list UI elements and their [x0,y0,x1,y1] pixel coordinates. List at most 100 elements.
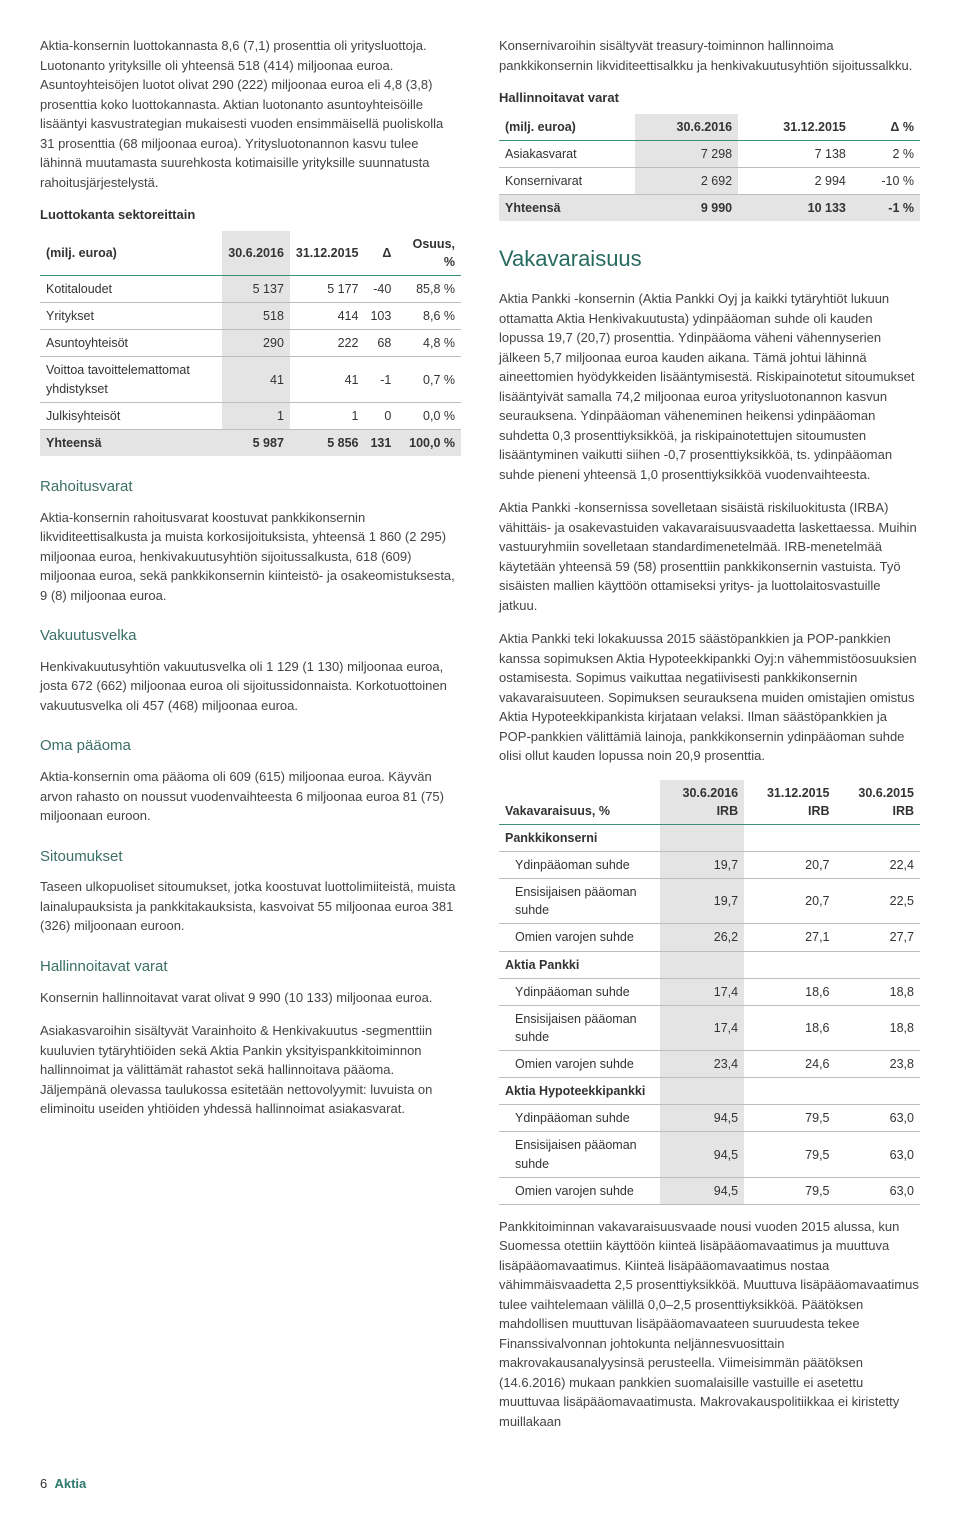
cell: Ensisijaisen pääoman suhde [499,1005,660,1050]
col-h: 31.12.2015 [738,114,852,141]
cell: 41 [222,357,290,402]
cell: Yritykset [40,303,222,330]
cell: 2 994 [738,168,852,195]
cell: Ensisijaisen pääoman suhde [499,879,660,924]
cell: 68 [364,330,397,357]
table-total-row: Yhteensä 9 990 10 133 -1 % [499,195,920,222]
col-h: (milj. euroa) [499,114,635,141]
table-row: Ensisijaisen pääoman suhde19,720,722,5 [499,879,920,924]
p-sitoumukset: Taseen ulkopuoliset sitoumukset, jotka k… [40,877,461,936]
cell [660,1078,744,1105]
cell: 22,4 [836,852,920,879]
cell: 63,0 [836,1105,920,1132]
cell: Ensisijaisen pääoman suhde [499,1132,660,1177]
table-row: Ydinpääoman suhde94,579,563,0 [499,1105,920,1132]
cell: 79,5 [744,1177,835,1204]
col-h: Vakavaraisuus, % [499,780,660,825]
table-row: Asiakasvarat 7 298 7 138 2 % [499,140,920,167]
cell: 18,8 [836,978,920,1005]
cell [744,951,835,978]
cell: 5 137 [222,276,290,303]
cell: -1 % [852,195,920,222]
cell: 26,2 [660,924,744,951]
heading-vakuutusvelka: Vakuutusvelka [40,625,461,647]
cell: 63,0 [836,1132,920,1177]
sector-table: (milj. euroa) 30.6.2016 31.12.2015 Δ Osu… [40,231,461,456]
col-h: 30.6.2016 [222,231,290,276]
cell: 94,5 [660,1177,744,1204]
p-oma-paaoma: Aktia-konsernin oma pääoma oli 609 (615)… [40,767,461,826]
cell: 23,8 [836,1051,920,1078]
cell: Omien varojen suhde [499,1177,660,1204]
cell: 17,4 [660,978,744,1005]
cell: 94,5 [660,1105,744,1132]
table-row: Konsernivarat 2 692 2 994 -10 % [499,168,920,195]
col-h: 30.6.2016 IRB [660,780,744,825]
table-row: Julkisyhteisöt 1 1 0 0,0 % [40,402,461,429]
heading-hallinnoitavat-varat: Hallinnoitavat varat [40,956,461,978]
col-h: 30.6.2016 [635,114,738,141]
heading-oma-paaoma: Oma pääoma [40,735,461,757]
cell: 9 990 [635,195,738,222]
cell: 0,7 % [397,357,461,402]
right-column: Konsernivaroihin sisältyvät treasury-toi… [499,36,920,1445]
intro-paragraph: Aktia-konsernin luottokannasta 8,6 (7,1)… [40,36,461,192]
col-h: 30.6.2015 IRB [836,780,920,825]
right-intro: Konsernivaroihin sisältyvät treasury-toi… [499,36,920,75]
cell: 27,1 [744,924,835,951]
table-total-row: Yhteensä 5 987 5 856 131 100,0 % [40,429,461,456]
cell: Voittoa tavoittelemattomat yhdistykset [40,357,222,402]
table-row: Voittoa tavoittelemattomat yhdistykset 4… [40,357,461,402]
cell: 5 177 [290,276,365,303]
cell: 19,7 [660,852,744,879]
cell: 414 [290,303,365,330]
col-h: Δ % [852,114,920,141]
hv-table-title: Hallinnoitavat varat [499,89,920,108]
cell: Asiakasvarat [499,140,635,167]
cell: Kotitaloudet [40,276,222,303]
cell [744,824,835,851]
cell [660,951,744,978]
page-number: 6 [40,1476,47,1491]
cell: 1 [290,402,365,429]
p-hallinnoitavat-2: Asiakasvaroihin sisältyvät Varainhoito &… [40,1021,461,1119]
cell: 518 [222,303,290,330]
cell: -40 [364,276,397,303]
cell: Konsernivarat [499,168,635,195]
left-column: Aktia-konsernin luottokannasta 8,6 (7,1)… [40,36,461,1445]
cell [836,951,920,978]
table-group-header: Aktia Hypoteekkipankki [499,1078,920,1105]
cell: 103 [364,303,397,330]
cell: 5 987 [222,429,290,456]
cell: 1 [222,402,290,429]
cell: 41 [290,357,365,402]
two-column-layout: Aktia-konsernin luottokannasta 8,6 (7,1)… [40,36,920,1445]
cell: 290 [222,330,290,357]
p-vaka-4: Pankkitoiminnan vakavaraisuusvaade nousi… [499,1217,920,1432]
cell: 24,6 [744,1051,835,1078]
cell: 5 856 [290,429,365,456]
col-h: Osuus, % [397,231,461,276]
cell: Asuntoyhteisöt [40,330,222,357]
table-row: Omien varojen suhde26,227,127,7 [499,924,920,951]
cell: Ydinpääoman suhde [499,978,660,1005]
cell: 79,5 [744,1105,835,1132]
col-h: 31.12.2015 [290,231,365,276]
cell: -1 [364,357,397,402]
table-row: Ydinpääoman suhde17,418,618,8 [499,978,920,1005]
footer-brand: Aktia [54,1476,86,1491]
col-h: (milj. euroa) [40,231,222,276]
page-footer: 6 Aktia [40,1475,920,1494]
cell: Omien varojen suhde [499,1051,660,1078]
cell: 7 138 [738,140,852,167]
cell: 94,5 [660,1132,744,1177]
heading-sitoumukset: Sitoumukset [40,846,461,868]
table-row: Ensisijaisen pääoman suhde17,418,618,8 [499,1005,920,1050]
table-row: Ensisijaisen pääoman suhde94,579,563,0 [499,1132,920,1177]
cell: 4,8 % [397,330,461,357]
heading-vakavaraisuus: Vakavaraisuus [499,243,920,275]
group-name: Aktia Pankki [499,951,660,978]
p-hallinnoitavat-1: Konsernin hallinnoitavat varat olivat 9 … [40,988,461,1008]
p-vaka-2: Aktia Pankki -konsernissa sovelletaan si… [499,498,920,615]
cell: Yhteensä [40,429,222,456]
